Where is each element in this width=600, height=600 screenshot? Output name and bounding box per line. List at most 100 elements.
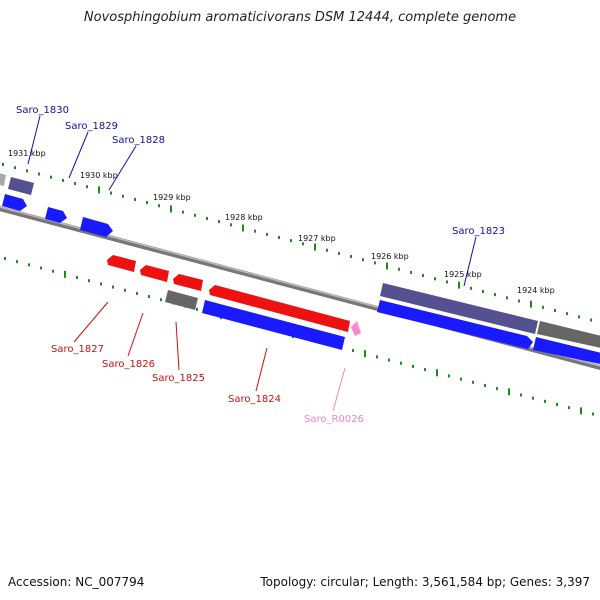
gene-saro-1828[interactable] bbox=[80, 217, 113, 237]
inner-track-major-tick bbox=[508, 388, 510, 396]
outer-track-minor-tick bbox=[218, 220, 220, 224]
label-saro-1827[interactable]: Saro_1827 bbox=[51, 344, 104, 355]
outer-track-minor-tick bbox=[482, 289, 484, 293]
outer-track-minor-tick bbox=[350, 255, 352, 259]
gene-saro-1824[interactable] bbox=[202, 300, 345, 350]
outer-track-major-tick bbox=[170, 205, 172, 213]
inner-track-minor-tick bbox=[472, 380, 474, 384]
gene-saro-1826[interactable] bbox=[140, 265, 169, 282]
gene-fragment-left[interactable] bbox=[0, 172, 6, 186]
gene-other-grey[interactable] bbox=[165, 290, 198, 310]
inner-track-major-tick bbox=[436, 369, 438, 377]
inner-track-minor-tick bbox=[484, 383, 486, 387]
outer-track-minor-tick bbox=[38, 172, 40, 176]
label-saro-1826[interactable]: Saro_1826 bbox=[102, 359, 155, 370]
gene-saro-1824-red[interactable] bbox=[209, 285, 350, 332]
outer-track-minor-tick bbox=[542, 305, 544, 309]
gene-saro-1827[interactable] bbox=[107, 255, 136, 272]
inner-track-minor-tick bbox=[352, 349, 354, 353]
inner-track-minor-tick bbox=[136, 291, 138, 295]
gene-other-right[interactable] bbox=[537, 321, 600, 350]
outer-track-minor-tick bbox=[254, 229, 256, 233]
label-saro-1825[interactable]: Saro_1825 bbox=[152, 373, 205, 384]
inner-track-minor-tick bbox=[376, 355, 378, 359]
gene-fwd-right-1[interactable] bbox=[377, 300, 533, 349]
inner-track-minor-tick bbox=[28, 263, 30, 267]
inner-track-minor-tick bbox=[424, 368, 426, 372]
leader-saro-1827 bbox=[73, 301, 109, 343]
inner-track-minor-tick bbox=[88, 279, 90, 283]
outer-track-minor-tick bbox=[422, 274, 424, 278]
outer-track-minor-tick bbox=[74, 182, 76, 186]
inner-track-minor-tick bbox=[16, 260, 18, 264]
outer-track-minor-tick bbox=[374, 261, 376, 265]
outer-track-minor-tick bbox=[50, 175, 52, 179]
gene-saro-r0026[interactable] bbox=[351, 321, 361, 336]
gene-saro-1830[interactable] bbox=[8, 177, 34, 195]
inner-track-minor-tick bbox=[592, 412, 594, 416]
label-saro-1824[interactable]: Saro_1824 bbox=[228, 394, 281, 405]
outer-track-minor-tick bbox=[194, 213, 196, 217]
outer-track-minor-tick bbox=[338, 251, 340, 255]
inner-track-minor-tick bbox=[544, 399, 546, 403]
leader-saro-1826 bbox=[127, 312, 144, 357]
leader-saro-1829 bbox=[68, 131, 89, 179]
gene-saro-1823[interactable] bbox=[380, 283, 538, 334]
inner-track-minor-tick bbox=[496, 387, 498, 391]
outer-track-major-tick bbox=[98, 186, 100, 194]
kbp-label-1924: 1924 kbp bbox=[517, 286, 555, 295]
leader-saro-1828 bbox=[108, 145, 137, 191]
label-saro-1823[interactable]: Saro_1823 bbox=[452, 226, 505, 237]
gene-saro-1825[interactable] bbox=[173, 274, 203, 291]
inner-track-minor-tick bbox=[4, 257, 6, 260]
inner-track-minor-tick bbox=[148, 295, 150, 299]
inner-track-major-tick bbox=[580, 407, 582, 415]
gene-saro-1829[interactable] bbox=[45, 207, 67, 223]
label-saro-1828[interactable]: Saro_1828 bbox=[112, 135, 165, 146]
outer-track-minor-tick bbox=[362, 258, 364, 262]
outer-track-minor-tick bbox=[158, 204, 160, 208]
inner-track-minor-tick bbox=[400, 361, 402, 365]
kbp-label-1928: 1928 kbp bbox=[225, 213, 263, 222]
accession-text: Accession: NC_007794 bbox=[8, 575, 145, 589]
label-saro-1829[interactable]: Saro_1829 bbox=[65, 121, 118, 132]
label-saro-1830[interactable]: Saro_1830 bbox=[16, 105, 69, 116]
outer-track-minor-tick bbox=[230, 223, 232, 227]
gene-fwd-right-2[interactable] bbox=[533, 337, 600, 366]
outer-track-minor-tick bbox=[398, 267, 400, 271]
outer-track-minor-tick bbox=[494, 293, 496, 297]
outer-track-minor-tick bbox=[578, 315, 580, 319]
outer-track-minor-tick bbox=[206, 216, 208, 220]
leader-saro-1823 bbox=[463, 236, 477, 287]
outer-track-major-tick bbox=[386, 262, 388, 270]
outer-track-minor-tick bbox=[446, 280, 448, 284]
kbp-label-1927: 1927 kbp bbox=[298, 234, 336, 243]
label-saro-r0026[interactable]: Saro_R0026 bbox=[304, 414, 364, 425]
outer-track-minor-tick bbox=[2, 163, 4, 166]
outer-track-minor-tick bbox=[566, 312, 568, 316]
outer-track-minor-tick bbox=[554, 309, 556, 313]
leader-saro-1824 bbox=[255, 347, 268, 392]
inner-track-minor-tick bbox=[160, 298, 162, 302]
outer-track-major-tick bbox=[458, 281, 460, 289]
outer-track-minor-tick bbox=[410, 270, 412, 274]
kbp-label-1931: 1931 kbp bbox=[8, 149, 46, 158]
outer-track-minor-tick bbox=[506, 296, 508, 300]
outer-track-minor-tick bbox=[278, 236, 280, 240]
inner-track-minor-tick bbox=[100, 282, 102, 286]
leader-saro-r0026 bbox=[332, 367, 346, 412]
outer-track-minor-tick bbox=[434, 277, 436, 281]
gene-fwd-left-1[interactable] bbox=[2, 194, 27, 211]
leader-saro-1825 bbox=[175, 321, 180, 371]
outer-track-major-tick bbox=[242, 224, 244, 232]
inner-track-minor-tick bbox=[460, 377, 462, 381]
inner-track-minor-tick bbox=[520, 393, 522, 397]
outer-track-minor-tick bbox=[146, 201, 148, 205]
genome-title: Novosphingobium aromaticivorans DSM 1244… bbox=[83, 10, 517, 25]
inner-track-minor-tick bbox=[388, 358, 390, 362]
kbp-label-1926: 1926 kbp bbox=[371, 252, 409, 261]
kbp-label-1929: 1929 kbp bbox=[153, 193, 191, 202]
inner-track-minor-tick bbox=[556, 403, 558, 407]
inner-track-minor-tick bbox=[40, 266, 42, 270]
